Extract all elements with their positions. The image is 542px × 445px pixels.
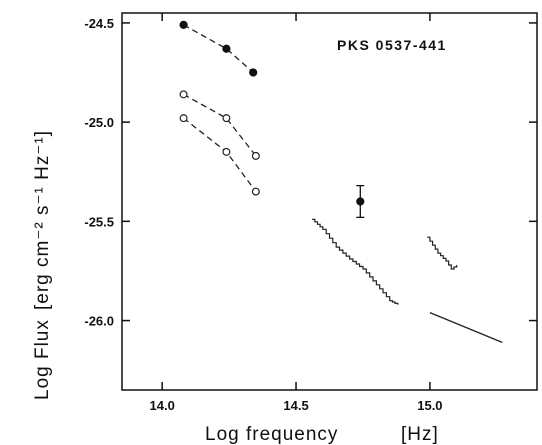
y-tick-label: -25.0 (84, 115, 114, 130)
x-tick-label: 14.0 (150, 398, 175, 413)
data-point-filled (249, 68, 258, 77)
x-axis-label-group: Log frequency [Hz] (205, 424, 439, 445)
data-point-open (179, 114, 188, 123)
plot-frame (121, 12, 538, 391)
series-line (183, 93, 257, 157)
y-tick-label: -25.5 (84, 214, 114, 229)
y-tick-label: -24.5 (84, 16, 114, 31)
y-tick-label: -26.0 (84, 314, 114, 329)
y-ticks: -24.5 -25.0 -25.5 -26.0 (84, 16, 537, 329)
series-step-line (312, 218, 399, 305)
y-axis-unit: [erg cm⁻² s⁻¹ Hz⁻¹] (32, 130, 53, 310)
series-line (183, 117, 257, 192)
x-tick-label: 14.5 (283, 398, 308, 413)
data-point-filled (356, 197, 365, 206)
data-point-open (179, 90, 188, 99)
series-step-line (427, 236, 458, 270)
series-line (183, 24, 254, 73)
chart-title: PKS 0537-441 (337, 37, 447, 53)
x-axis-label: Log frequency (205, 424, 338, 445)
data-point-filled (222, 44, 231, 53)
data-point-open (251, 187, 260, 196)
data-point-filled (179, 20, 188, 30)
y-axis-label: Log Flux (32, 319, 53, 400)
data-point-open (251, 151, 260, 160)
data-point-open (222, 147, 231, 156)
series-line (429, 311, 503, 344)
x-axis-unit: [Hz] (401, 424, 439, 445)
data-point-open (222, 114, 231, 123)
y-axis-label-group: Log Flux [erg cm⁻² s⁻¹ Hz⁻¹] (32, 130, 53, 400)
x-tick-label: 15.0 (417, 398, 442, 413)
series-group (179, 20, 503, 344)
x-ticks: 14.0 14.5 15.0 (150, 13, 443, 413)
